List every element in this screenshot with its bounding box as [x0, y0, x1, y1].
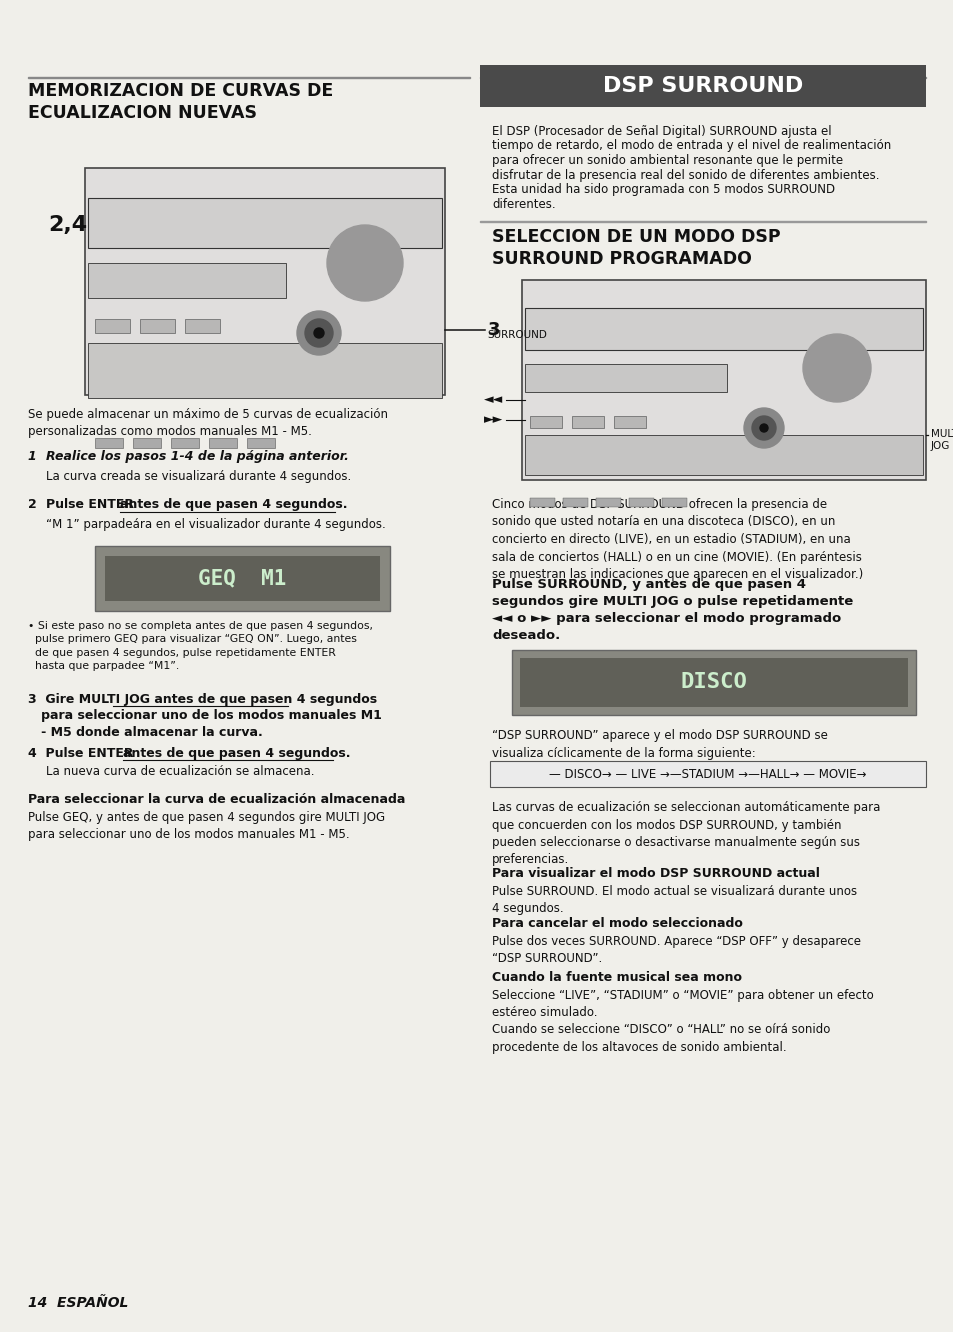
- Circle shape: [327, 225, 402, 301]
- Text: DSP SURROUND: DSP SURROUND: [602, 76, 802, 96]
- Text: 4  Pulse ENTER: 4 Pulse ENTER: [28, 747, 138, 761]
- Text: “M 1” parpadeára en el visualizador durante 4 segundos.: “M 1” parpadeára en el visualizador dura…: [46, 518, 385, 531]
- Bar: [95, 546, 390, 611]
- Text: 14  ESPAÑOL: 14 ESPAÑOL: [28, 1296, 129, 1309]
- Bar: [132, 438, 161, 448]
- Text: Realice los pasos 1-4 de la página anterior.: Realice los pasos 1-4 de la página anter…: [46, 450, 349, 464]
- Text: 3  Gire MULTI JOG antes de que pasen 4 segundos
   para seleccionar uno de los m: 3 Gire MULTI JOG antes de que pasen 4 se…: [28, 693, 381, 739]
- Circle shape: [356, 254, 373, 270]
- Text: MULTI
JOG: MULTI JOG: [930, 429, 953, 450]
- Circle shape: [820, 352, 853, 385]
- Bar: [661, 498, 686, 507]
- Text: antes de que pasen 4 segundos.: antes de que pasen 4 segundos.: [120, 498, 347, 511]
- Text: El DSP (Procesador de Señal Digital) SURROUND ajusta el: El DSP (Procesador de Señal Digital) SUR…: [492, 125, 831, 139]
- Text: Pulse SURROUND, y antes de que pasen 4
segundos gire MULTI JOG o pulse repetidam: Pulse SURROUND, y antes de que pasen 4 s…: [492, 578, 852, 642]
- Bar: [530, 416, 561, 428]
- Text: Pulse ENTER: Pulse ENTER: [46, 498, 138, 511]
- Text: SURROUND: SURROUND: [486, 330, 546, 340]
- Text: Las curvas de ecualización se seleccionan automáticamente para
que concuerden co: Las curvas de ecualización se selecciona…: [492, 801, 880, 867]
- Bar: [530, 498, 555, 507]
- Bar: [95, 318, 130, 333]
- Text: Para cancelar el modo seleccionado: Para cancelar el modo seleccionado: [492, 916, 742, 930]
- Bar: [171, 438, 199, 448]
- Text: — DISCO→ — LIVE →—STADIUM →—HALL→ — MOVIE→: — DISCO→ — LIVE →—STADIUM →—HALL→ — MOVI…: [549, 767, 866, 781]
- Text: tiempo de retardo, el modo de entrada y el nivel de realimentación: tiempo de retardo, el modo de entrada y …: [492, 140, 890, 152]
- Bar: [512, 650, 915, 715]
- Circle shape: [743, 408, 783, 448]
- Text: “DSP SURROUND” aparece y el modo DSP SURROUND se
visualiza cíclicamente de la fo: “DSP SURROUND” aparece y el modo DSP SUR…: [492, 729, 827, 759]
- Bar: [614, 416, 645, 428]
- Text: SELECCION DE UN MODO DSP
SURROUND PROGRAMADO: SELECCION DE UN MODO DSP SURROUND PROGRA…: [492, 228, 780, 268]
- Bar: [596, 498, 620, 507]
- Text: La nueva curva de ecualización se almacena.: La nueva curva de ecualización se almace…: [46, 765, 314, 778]
- Text: Pulse GEQ, y antes de que pasen 4 segundos gire MULTI JOG
para seleccionar uno d: Pulse GEQ, y antes de que pasen 4 segund…: [28, 811, 385, 842]
- Text: La curva creada se visualizará durante 4 segundos.: La curva creada se visualizará durante 4…: [46, 470, 351, 484]
- Bar: [572, 416, 603, 428]
- Bar: [628, 498, 654, 507]
- Text: Se puede almacenar un máximo de 5 curvas de ecualización
personalizadas como mod: Se puede almacenar un máximo de 5 curvas…: [28, 408, 388, 438]
- Text: Esta unidad ha sido programada con 5 modos SURROUND: Esta unidad ha sido programada con 5 mod…: [492, 182, 834, 196]
- Text: MEMORIZACION DE CURVAS DE
ECUALIZACION NUEVAS: MEMORIZACION DE CURVAS DE ECUALIZACION N…: [28, 83, 333, 121]
- Text: 2,4: 2,4: [48, 214, 87, 234]
- Bar: [105, 555, 379, 601]
- Bar: [479, 65, 925, 107]
- Text: 1: 1: [28, 450, 46, 464]
- Text: Para seleccionar la curva de ecualización almacenada: Para seleccionar la curva de ecualizació…: [28, 793, 405, 806]
- Bar: [524, 308, 923, 350]
- Bar: [209, 438, 236, 448]
- Text: Para visualizar el modo DSP SURROUND actual: Para visualizar el modo DSP SURROUND act…: [492, 867, 819, 880]
- Text: Pulse dos veces SURROUND. Aparece “DSP OFF” y desaparece
“DSP SURROUND”.: Pulse dos veces SURROUND. Aparece “DSP O…: [492, 935, 861, 966]
- Bar: [521, 280, 925, 480]
- Circle shape: [811, 344, 862, 393]
- Bar: [490, 761, 925, 787]
- Bar: [562, 498, 587, 507]
- Text: disfrutar de la presencia real del sonido de diferentes ambientes.: disfrutar de la presencia real del sonid…: [492, 169, 879, 181]
- Text: Seleccione “LIVE”, “STADIUM” o “MOVIE” para obtener un efecto
estéreo simulado.
: Seleccione “LIVE”, “STADIUM” o “MOVIE” p…: [492, 988, 873, 1054]
- Bar: [479, 76, 925, 79]
- Bar: [28, 76, 470, 79]
- Text: ►►: ►►: [483, 413, 503, 426]
- Text: DISCO: DISCO: [679, 673, 746, 693]
- Bar: [479, 221, 925, 222]
- Text: diferentes.: diferentes.: [492, 197, 555, 210]
- Bar: [185, 318, 220, 333]
- Circle shape: [751, 416, 775, 440]
- Circle shape: [314, 328, 324, 338]
- Circle shape: [830, 362, 842, 374]
- Circle shape: [760, 424, 767, 432]
- Bar: [95, 438, 123, 448]
- Circle shape: [305, 318, 333, 348]
- Text: • Si este paso no se completa antes de que pasen 4 segundos,
  pulse primero GEQ: • Si este paso no se completa antes de q…: [28, 621, 373, 671]
- Text: GEQ  M1: GEQ M1: [198, 569, 287, 589]
- Bar: [88, 344, 441, 398]
- Text: Cuando la fuente musical sea mono: Cuando la fuente musical sea mono: [492, 971, 741, 984]
- Bar: [524, 364, 726, 392]
- Text: 3: 3: [488, 321, 500, 340]
- Text: antes de que pasen 4 segundos.: antes de que pasen 4 segundos.: [123, 747, 350, 761]
- Bar: [524, 436, 923, 476]
- Bar: [88, 198, 441, 248]
- Text: Pulse SURROUND. El modo actual se visualizará durante unos
4 segundos.: Pulse SURROUND. El modo actual se visual…: [492, 884, 856, 915]
- Bar: [247, 438, 274, 448]
- Text: ◄◄: ◄◄: [483, 393, 503, 406]
- Circle shape: [336, 234, 393, 290]
- Circle shape: [802, 334, 870, 402]
- Circle shape: [296, 310, 340, 356]
- Text: 2: 2: [28, 498, 46, 511]
- Bar: [140, 318, 174, 333]
- Text: Cinco modos de DSP SURROUND ofrecen la presencia de
sonido que usted notaría en : Cinco modos de DSP SURROUND ofrecen la p…: [492, 498, 862, 581]
- Text: para ofrecer un sonido ambiental resonante que le permite: para ofrecer un sonido ambiental resonan…: [492, 155, 842, 166]
- Bar: [85, 168, 444, 396]
- Bar: [519, 658, 907, 707]
- Bar: [88, 262, 286, 298]
- Circle shape: [345, 242, 385, 282]
